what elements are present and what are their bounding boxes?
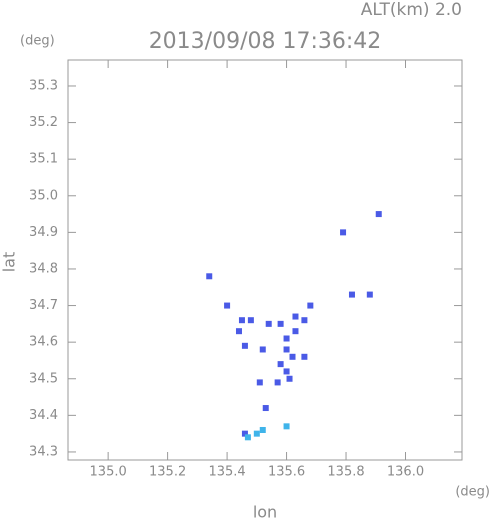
y-tick-label: 34.3 <box>29 444 58 459</box>
echo-point <box>235 328 242 335</box>
y-tick-label: 35.1 <box>29 152 58 167</box>
y-unit: (deg) <box>20 34 55 49</box>
x-tick-label: 135.4 <box>208 465 245 480</box>
echo-point <box>283 368 290 375</box>
echo-point <box>206 273 213 280</box>
x-tick-label: 135.6 <box>268 465 305 480</box>
echo-point <box>277 320 284 327</box>
echo-point <box>307 302 314 309</box>
echo-point <box>283 423 290 430</box>
echo-point <box>277 361 284 368</box>
x-unit: (deg) <box>455 485 490 500</box>
y-tick-label: 34.6 <box>29 335 58 350</box>
echo-point <box>256 379 263 386</box>
y-tick-label: 34.5 <box>29 371 58 386</box>
echo-point <box>253 430 260 437</box>
x-tick-label: 136.0 <box>387 465 424 480</box>
echo-point <box>259 346 266 353</box>
chart-title: 2013/09/08 17:36:42 <box>149 29 382 54</box>
x-axis-label: lon <box>253 503 277 521</box>
echo-point <box>259 426 266 433</box>
y-tick-label: 35.2 <box>29 115 58 130</box>
echo-point <box>340 229 347 236</box>
echo-point <box>289 353 296 360</box>
echo-point <box>244 434 251 441</box>
y-tick-label: 34.8 <box>29 261 58 276</box>
echo-point <box>274 379 281 386</box>
echo-point <box>283 335 290 342</box>
x-tick-label: 135.8 <box>327 465 364 480</box>
echo-point <box>348 291 355 298</box>
y-axis-label: lat <box>0 252 19 273</box>
echo-point <box>301 317 308 324</box>
x-tick-label: 135.2 <box>149 465 186 480</box>
echo-point <box>301 353 308 360</box>
echo-point <box>286 375 293 382</box>
echo-point <box>224 302 231 309</box>
echo-point <box>292 313 299 320</box>
y-tick-label: 34.9 <box>29 225 58 240</box>
echo-point <box>247 317 254 324</box>
echo-point <box>292 328 299 335</box>
echo-point <box>283 346 290 353</box>
echo-point <box>262 405 269 412</box>
y-tick-label: 34.7 <box>29 298 58 313</box>
subtitle: ALT(km) 2.0 <box>361 0 462 20</box>
echo-point <box>366 291 373 298</box>
echo-point <box>238 317 245 324</box>
echo-point <box>375 211 382 218</box>
y-tick-label: 35.0 <box>29 188 58 203</box>
y-tick-label: 35.3 <box>29 78 58 93</box>
plot-frame <box>67 59 463 461</box>
y-tick-label: 34.4 <box>29 408 58 423</box>
echo-point <box>241 430 248 437</box>
echo-point <box>241 342 248 349</box>
x-tick-label: 135.0 <box>90 465 127 480</box>
echo-point <box>265 320 272 327</box>
